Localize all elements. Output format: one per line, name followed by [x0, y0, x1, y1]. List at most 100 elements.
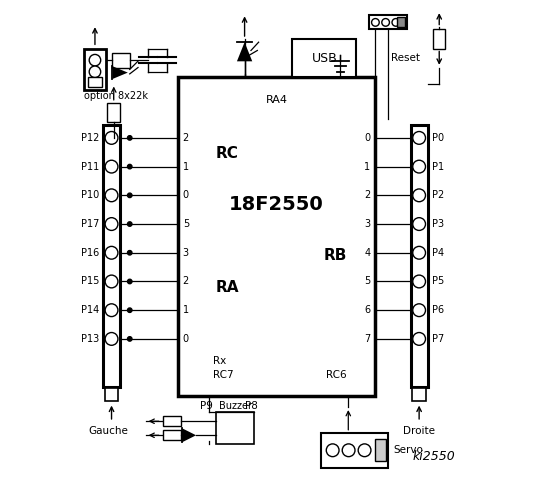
Bar — [163, 430, 181, 440]
Text: P1: P1 — [432, 162, 444, 172]
Circle shape — [128, 164, 132, 169]
Text: P10: P10 — [81, 191, 99, 200]
Text: 0: 0 — [182, 191, 189, 200]
Bar — [216, 412, 254, 444]
Text: 3: 3 — [364, 219, 371, 229]
Text: Servo: Servo — [393, 445, 423, 455]
Circle shape — [413, 217, 425, 230]
Bar — [413, 388, 426, 401]
Circle shape — [392, 19, 400, 26]
Polygon shape — [112, 66, 128, 79]
Text: 1: 1 — [364, 162, 371, 172]
Circle shape — [105, 189, 118, 202]
Circle shape — [413, 333, 425, 345]
Circle shape — [128, 222, 132, 226]
Circle shape — [372, 19, 379, 26]
Bar — [397, 17, 405, 27]
Text: P2: P2 — [432, 191, 445, 200]
Bar — [103, 125, 120, 387]
Text: 6: 6 — [364, 305, 371, 315]
Bar — [375, 439, 385, 461]
Circle shape — [105, 160, 118, 173]
Bar — [178, 77, 375, 396]
Text: P4: P4 — [432, 248, 444, 258]
Text: Gauche: Gauche — [88, 426, 128, 436]
Text: 5: 5 — [364, 276, 371, 287]
Text: RC7: RC7 — [213, 370, 233, 380]
Circle shape — [89, 54, 101, 66]
Text: P16: P16 — [81, 248, 99, 258]
Text: 2: 2 — [364, 191, 371, 200]
Circle shape — [128, 251, 132, 255]
Text: P5: P5 — [432, 276, 445, 287]
Text: USB: USB — [311, 52, 337, 65]
Circle shape — [413, 304, 425, 317]
Text: Droite: Droite — [403, 426, 435, 436]
Circle shape — [413, 160, 425, 173]
Text: 5: 5 — [182, 219, 189, 229]
Circle shape — [105, 217, 118, 230]
Text: P11: P11 — [81, 162, 99, 172]
Text: 18F2550: 18F2550 — [229, 195, 324, 215]
Text: ki2550: ki2550 — [413, 450, 455, 464]
Circle shape — [128, 308, 132, 312]
Text: P13: P13 — [81, 334, 99, 344]
Circle shape — [413, 275, 425, 288]
Circle shape — [128, 193, 132, 198]
Bar — [112, 52, 131, 68]
Bar — [293, 39, 356, 77]
Circle shape — [128, 279, 132, 284]
Text: P7: P7 — [432, 334, 445, 344]
Bar — [369, 15, 408, 29]
Text: 0: 0 — [364, 133, 371, 143]
Text: Buzzer: Buzzer — [218, 401, 252, 411]
Circle shape — [105, 275, 118, 288]
Circle shape — [105, 246, 118, 259]
Text: 4: 4 — [364, 248, 371, 258]
Text: RB: RB — [324, 249, 347, 264]
Bar — [105, 388, 118, 401]
Circle shape — [105, 333, 118, 345]
Circle shape — [89, 66, 101, 78]
Bar — [84, 48, 106, 90]
Circle shape — [413, 189, 425, 202]
Bar — [107, 103, 120, 122]
Text: 3: 3 — [182, 248, 189, 258]
Circle shape — [342, 444, 355, 456]
Text: 2: 2 — [182, 133, 189, 143]
Text: P8: P8 — [244, 401, 257, 411]
Text: P3: P3 — [432, 219, 444, 229]
Bar — [163, 416, 181, 426]
Bar — [410, 125, 427, 387]
Text: P14: P14 — [81, 305, 99, 315]
Text: RA4: RA4 — [265, 95, 288, 105]
Text: 1: 1 — [182, 162, 189, 172]
Circle shape — [413, 132, 425, 144]
Text: P9: P9 — [200, 401, 213, 411]
Text: P12: P12 — [81, 133, 99, 143]
Bar — [434, 29, 445, 48]
Polygon shape — [237, 42, 252, 61]
Text: 2: 2 — [182, 276, 189, 287]
Text: RC6: RC6 — [326, 370, 347, 380]
Circle shape — [105, 304, 118, 317]
Bar — [321, 433, 388, 468]
Text: RA: RA — [216, 280, 239, 295]
Text: P6: P6 — [432, 305, 444, 315]
Text: 1: 1 — [182, 305, 189, 315]
Text: P15: P15 — [81, 276, 99, 287]
Text: 0: 0 — [182, 334, 189, 344]
Circle shape — [413, 246, 425, 259]
Text: P0: P0 — [432, 133, 444, 143]
Text: Reset: Reset — [392, 53, 420, 63]
Circle shape — [326, 444, 339, 456]
Circle shape — [358, 444, 371, 456]
Text: 7: 7 — [364, 334, 371, 344]
Text: P17: P17 — [81, 219, 99, 229]
Text: RC: RC — [216, 146, 239, 161]
Polygon shape — [182, 428, 196, 442]
Circle shape — [128, 336, 132, 341]
Circle shape — [105, 132, 118, 144]
Circle shape — [382, 19, 389, 26]
Text: option 8x22k: option 8x22k — [84, 91, 148, 101]
